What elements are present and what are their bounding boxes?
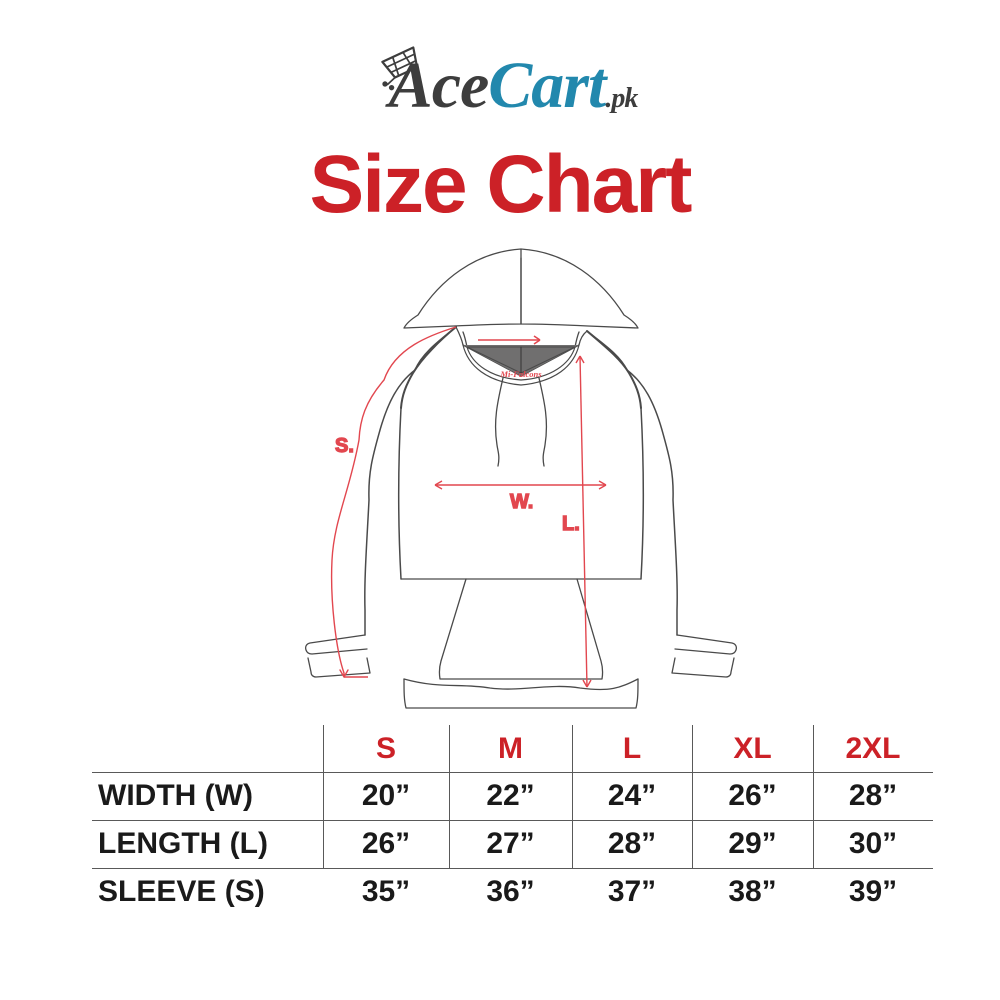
svg-text:S.: S.	[335, 435, 354, 457]
svg-text:Mi-Falcons: Mi-Falcons	[499, 369, 542, 379]
svg-text:W.: W.	[510, 491, 533, 513]
svg-text:L.: L.	[562, 513, 580, 535]
